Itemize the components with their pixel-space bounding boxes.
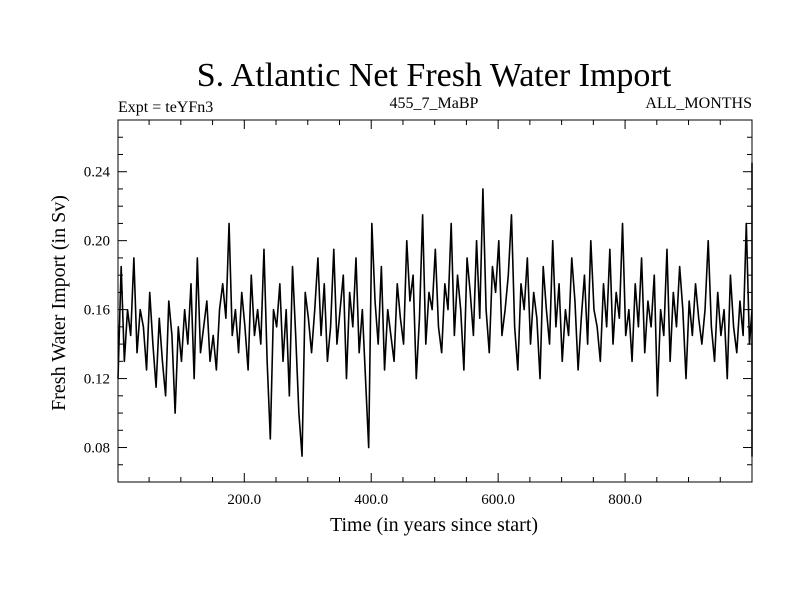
plot-frame <box>117 119 753 483</box>
series-layer <box>117 162 753 457</box>
y-axis-ticks: 0.08 0.12 0.16 0.20 0.24 <box>84 136 752 466</box>
x-tick-label: 400.0 <box>354 492 388 508</box>
x-tick-label: 600.0 <box>481 492 515 508</box>
subtitle-center: 455_7_MaBP <box>390 95 479 112</box>
subtitle-right: ALL_MONTHS <box>645 95 752 112</box>
y-tick-label: 0.08 <box>84 441 110 457</box>
series-line-fresh_water_import <box>117 162 753 457</box>
x-tick-label: 800.0 <box>608 492 642 508</box>
y-tick-label: 0.16 <box>84 303 111 319</box>
y-tick-label: 0.20 <box>84 234 110 250</box>
x-axis-label: Time (in years since start) <box>330 514 538 536</box>
x-axis-ticks: 200.0 400.0 600.0 800.0 <box>148 120 721 508</box>
chart-title: S. Atlantic Net Fresh Water Import <box>197 57 672 94</box>
x-tick-label: 200.0 <box>227 492 261 508</box>
y-axis-label: Fresh Water Import (in Sv) <box>48 195 70 411</box>
y-tick-label: 0.12 <box>84 372 110 388</box>
y-tick-label: 0.24 <box>84 165 111 181</box>
subtitle-left: Expt = teYFn3 <box>118 99 213 116</box>
